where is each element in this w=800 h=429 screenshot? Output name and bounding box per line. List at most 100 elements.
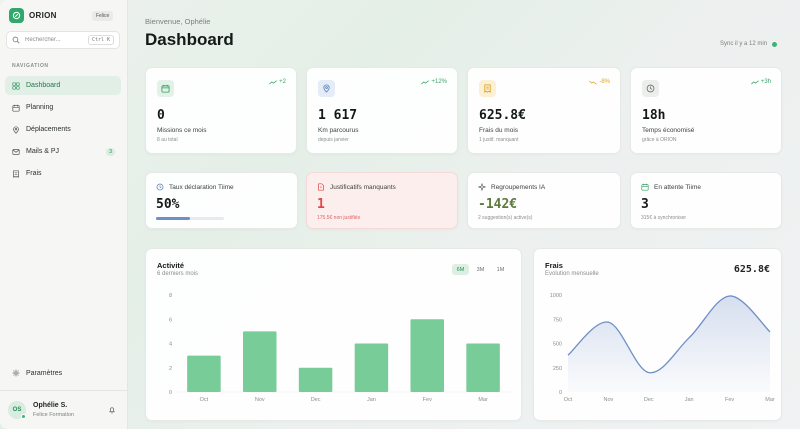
search-icon (12, 36, 20, 44)
receipt-icon (13, 169, 19, 178)
activity-chart-card: Activité 6 derniers mois 6M 3M 1M 0 2 4 6 8 O… (145, 248, 522, 421)
sidebar-item-label: Planning (26, 104, 54, 111)
stat-card-frais[interactable]: -8% 625.8€ Frais du mois 1 justif. manqu… (467, 67, 621, 154)
mini-card-subtext: 175.5€ non justifiés (317, 215, 361, 221)
greeting: Bienvenue, Ophélie (145, 17, 211, 26)
stat-subtext: grâce à ORION (642, 137, 677, 143)
search-shortcut: Ctrl K (87, 35, 114, 45)
sidebar-item-frais[interactable]: Frais (5, 164, 121, 183)
sidebar-item-mails[interactable]: Mails & PJ 3 (5, 142, 121, 161)
sync-status: Sync il y a 12 min (720, 41, 778, 47)
stat-value: 0 (157, 108, 165, 123)
sidebar-item-settings[interactable]: Paramètres (12, 369, 62, 377)
bar (187, 355, 221, 392)
trend-value: +12% (431, 79, 447, 85)
receipt-icon (479, 80, 496, 97)
x-tick-label: Nov (604, 397, 614, 403)
x-tick-label: Fev (423, 397, 432, 403)
trend-up-icon (421, 79, 430, 84)
stat-card-temps[interactable]: +3h 18h Temps économisé grâce à ORION (630, 67, 782, 154)
trend-badge: +2 (269, 79, 286, 85)
mini-card-regroupements[interactable]: Regroupements IA -142€ 2 suggestion(s) a… (467, 172, 621, 229)
x-tick-label: Jan (685, 397, 694, 403)
search-input[interactable] (25, 37, 81, 43)
x-tick-label: Dec (644, 397, 654, 403)
stat-value: 1 617 (318, 108, 358, 123)
trend-value: +3h (760, 79, 771, 85)
range-1m-button[interactable]: 1M (492, 264, 509, 275)
chart-title: Activité (157, 261, 185, 270)
nav-section-title: NAVIGATION (12, 63, 49, 69)
trend-badge: +12% (421, 79, 447, 85)
brand[interactable]: ORION (9, 8, 57, 23)
search-box[interactable]: Ctrl K (6, 31, 120, 49)
bar (354, 343, 389, 392)
mails-count-badge: 3 (106, 147, 115, 156)
online-status-dot (21, 414, 26, 419)
stat-value: 18h (642, 108, 666, 123)
orion-logo-icon (9, 8, 24, 23)
chart-subtitle: 6 derniers mois (157, 271, 199, 277)
mini-card-header: En attente Tiime (641, 183, 701, 191)
calendar-icon (157, 80, 174, 97)
map-pin-icon (318, 80, 335, 97)
user-organization: Felice Formation (33, 412, 74, 418)
stat-card-km[interactable]: +12% 1 617 Km parcourus depuis janvier (306, 67, 458, 154)
workspace-badge[interactable]: Felice (92, 11, 114, 21)
sparkle-icon (478, 183, 486, 191)
x-tick-label: Oct (564, 397, 573, 403)
chart-title: Frais (545, 261, 563, 270)
sidebar-item-label: Déplacements (26, 126, 71, 133)
y-tick-label: 750 (553, 317, 562, 323)
mini-card-value: 1 (317, 197, 325, 212)
trend-value: +2 (279, 79, 286, 85)
y-tick-label: 250 (553, 366, 562, 372)
trend-badge: +3h (750, 79, 771, 85)
stat-subtext: 1 justif. manquant (479, 137, 519, 143)
range-6m-button[interactable]: 6M (452, 264, 469, 275)
page-title: Dashboard (145, 30, 234, 49)
stat-card-missions[interactable]: +2 0 Missions ce mois 8 au total (145, 67, 297, 154)
trend-up-icon (750, 79, 759, 84)
bar (466, 343, 500, 392)
sidebar-item-label: Frais (26, 170, 42, 177)
stat-label: Missions ce mois (157, 127, 207, 134)
mini-card-value: 50% (156, 197, 180, 212)
map-pin-icon (13, 125, 19, 134)
file-alert-icon (318, 183, 324, 191)
area-fill (568, 295, 770, 392)
y-tick-label: 500 (553, 342, 562, 348)
stat-subtext: 8 au total (157, 137, 178, 143)
stat-label: Km parcourus (318, 127, 359, 134)
x-tick-label: Fev (725, 397, 734, 403)
sync-status-dot (772, 41, 778, 47)
sidebar-item-dashboard[interactable]: Dashboard (5, 76, 121, 95)
frais-chart-card: Frais Evolution mensuelle 625.8€ 0 250 500… (533, 248, 782, 421)
clock-icon (642, 80, 659, 97)
divider (0, 390, 128, 391)
series-line (567, 295, 771, 374)
stat-value: 625.8€ (479, 108, 526, 123)
range-3m-button[interactable]: 3M (472, 264, 489, 275)
sidebar-item-deplacements[interactable]: Déplacements (5, 120, 121, 139)
mini-card-value: 3 (641, 197, 649, 212)
mini-card-label: Justificatifs manquants (330, 183, 396, 191)
bar (243, 331, 277, 392)
stat-label: Frais du mois (479, 127, 519, 134)
mini-card-subtext: 2 suggestion(s) active(s) (478, 215, 533, 221)
mini-card-attente-tiime[interactable]: En attente Tiime 3 315€ à synchroniser (630, 172, 782, 229)
mini-card-justificatifs[interactable]: Justificatifs manquants 1 175.5€ non jus… (306, 172, 458, 229)
sync-status-text: Sync il y a 12 min (720, 41, 768, 47)
y-tick-label: 6 (169, 317, 172, 323)
chart-subtitle: Evolution mensuelle (545, 271, 599, 277)
sidebar-item-label: Dashboard (26, 82, 61, 89)
x-tick-label: Mar (478, 397, 488, 403)
y-tick-label: 0 (559, 390, 562, 396)
sidebar-item-planning[interactable]: Planning (5, 98, 121, 117)
bell-icon[interactable] (108, 406, 116, 414)
progress-fill (156, 217, 190, 220)
range-selector: 6M 3M 1M (452, 264, 509, 275)
trend-badge: -8% (589, 79, 610, 85)
mini-card-taux-declaration[interactable]: Taux déclaration Tiime 50% (145, 172, 298, 229)
